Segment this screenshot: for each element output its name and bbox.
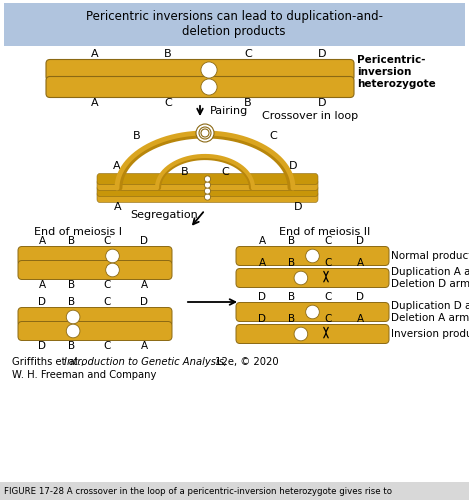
FancyBboxPatch shape	[97, 180, 318, 190]
FancyBboxPatch shape	[97, 174, 318, 184]
Text: A: A	[258, 236, 265, 246]
Text: B: B	[244, 98, 252, 108]
Text: End of meiosis II: End of meiosis II	[280, 227, 371, 237]
Text: B: B	[68, 236, 76, 246]
Circle shape	[199, 127, 211, 139]
Circle shape	[106, 249, 119, 263]
Text: C: C	[164, 98, 172, 108]
Text: A: A	[91, 98, 99, 108]
Text: C: C	[324, 258, 332, 268]
FancyBboxPatch shape	[46, 76, 354, 98]
Text: Duplication A arm
Deletion D arm: Duplication A arm Deletion D arm	[391, 267, 469, 289]
Text: End of meiosis I: End of meiosis I	[34, 227, 122, 237]
Text: FIGURE 17-28 A crossover in the loop of a pericentric-inversion heterozygote giv: FIGURE 17-28 A crossover in the loop of …	[4, 486, 392, 496]
Text: A: A	[114, 202, 122, 212]
Text: A: A	[356, 258, 363, 268]
Text: B: B	[181, 167, 189, 177]
Text: B: B	[68, 297, 76, 307]
Text: 12e, © 2020: 12e, © 2020	[212, 357, 279, 367]
Circle shape	[201, 129, 209, 137]
Text: Normal product: Normal product	[391, 251, 469, 261]
Circle shape	[204, 194, 211, 200]
Text: C: C	[269, 131, 277, 141]
Circle shape	[201, 62, 217, 78]
Text: D: D	[318, 98, 326, 108]
Text: C: C	[103, 236, 111, 246]
Circle shape	[204, 176, 211, 182]
FancyBboxPatch shape	[46, 60, 354, 80]
Text: D: D	[258, 314, 266, 324]
Text: A: A	[38, 236, 45, 246]
Text: D: D	[356, 236, 364, 246]
Circle shape	[204, 188, 211, 194]
Circle shape	[306, 305, 319, 319]
Text: A: A	[258, 258, 265, 268]
Text: C: C	[324, 292, 332, 302]
FancyBboxPatch shape	[18, 260, 172, 280]
Text: D: D	[140, 297, 148, 307]
Text: Crossover in loop: Crossover in loop	[262, 111, 358, 121]
Text: A: A	[140, 341, 148, 351]
FancyBboxPatch shape	[236, 324, 389, 344]
Circle shape	[204, 182, 211, 188]
Circle shape	[201, 79, 217, 95]
Text: C: C	[221, 167, 229, 177]
Circle shape	[294, 271, 308, 285]
FancyBboxPatch shape	[236, 246, 389, 266]
Circle shape	[294, 327, 308, 341]
Text: C: C	[324, 314, 332, 324]
Text: Introduction to Genetic Analysis,: Introduction to Genetic Analysis,	[64, 357, 227, 367]
FancyBboxPatch shape	[18, 308, 172, 326]
Text: C: C	[103, 341, 111, 351]
Circle shape	[306, 249, 319, 263]
FancyBboxPatch shape	[0, 482, 469, 500]
Text: A: A	[356, 314, 363, 324]
Text: C: C	[103, 297, 111, 307]
Text: D: D	[140, 236, 148, 246]
Text: W. H. Freeman and Company: W. H. Freeman and Company	[12, 370, 156, 380]
Text: A: A	[91, 49, 99, 59]
Text: Duplication D arm
Deletion A arm: Duplication D arm Deletion A arm	[391, 301, 469, 323]
Circle shape	[106, 263, 119, 277]
FancyBboxPatch shape	[18, 246, 172, 266]
Text: D: D	[258, 292, 266, 302]
Text: Pericentric-
inversion
heterozygote: Pericentric- inversion heterozygote	[357, 54, 436, 90]
Text: Segregation: Segregation	[130, 210, 198, 220]
Text: A: A	[113, 161, 121, 171]
FancyBboxPatch shape	[97, 192, 318, 202]
Circle shape	[66, 310, 80, 324]
Text: D: D	[318, 49, 326, 59]
Text: D: D	[356, 292, 364, 302]
Text: A: A	[140, 280, 148, 290]
Text: B: B	[288, 236, 295, 246]
Text: B: B	[68, 341, 76, 351]
Text: B: B	[288, 314, 295, 324]
Text: B: B	[133, 131, 141, 141]
FancyBboxPatch shape	[236, 268, 389, 287]
Text: A: A	[38, 280, 45, 290]
Text: B: B	[164, 49, 172, 59]
Circle shape	[196, 124, 214, 142]
Text: Pericentric inversions can lead to duplication-and-
deletion products: Pericentric inversions can lead to dupli…	[85, 10, 383, 38]
Text: D: D	[38, 341, 46, 351]
Text: B: B	[288, 292, 295, 302]
Text: C: C	[103, 280, 111, 290]
Text: C: C	[244, 49, 252, 59]
Text: D: D	[38, 297, 46, 307]
FancyBboxPatch shape	[236, 302, 389, 322]
Text: B: B	[68, 280, 76, 290]
FancyBboxPatch shape	[18, 322, 172, 340]
Text: Griffiths et al.,: Griffiths et al.,	[12, 357, 87, 367]
FancyBboxPatch shape	[4, 3, 465, 46]
Text: B: B	[288, 258, 295, 268]
Text: D: D	[294, 202, 302, 212]
Text: Inversion product: Inversion product	[391, 329, 469, 339]
Circle shape	[66, 324, 80, 338]
Text: Pairing: Pairing	[210, 106, 248, 116]
Text: C: C	[324, 236, 332, 246]
Text: D: D	[289, 161, 297, 171]
FancyBboxPatch shape	[97, 186, 318, 196]
